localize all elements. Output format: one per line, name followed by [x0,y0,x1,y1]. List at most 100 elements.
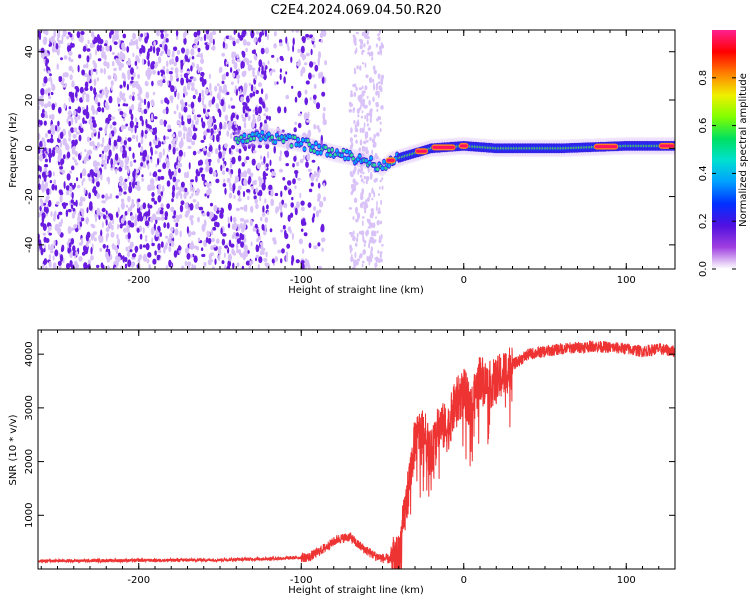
noise-speck [184,102,188,106]
noise-speck [120,160,124,169]
noise-speck [301,248,305,254]
noise-speck [117,96,120,105]
noise-speck [92,233,95,239]
noise-speck [119,111,124,115]
noise-speck [66,45,72,53]
noise-speck [149,141,152,147]
noise-speck [211,46,216,51]
noise-speck [47,129,52,134]
noise-speck [317,242,321,247]
track-core [342,148,345,153]
noise-speck [127,74,131,80]
snr-background [38,330,675,569]
noise-speck [379,235,381,241]
noise-speck [261,250,265,255]
noise-speck [320,71,324,79]
noise-speck [40,47,45,55]
noise-speck [38,132,41,141]
noise-speck [203,78,207,85]
noise-speck [229,173,232,178]
noise-speck [161,40,165,48]
noise-speck [160,216,165,221]
noise-speck [379,128,382,133]
noise-speck [359,164,363,168]
noise-speck [87,39,90,45]
noise-speck [199,53,203,58]
noise-speck [256,238,259,243]
noise-speck [42,149,45,154]
noise-speck [206,36,211,40]
noise-speck [245,204,248,213]
noise-speck [366,112,370,116]
noise-speck [40,52,45,59]
noise-speck [68,56,72,62]
noise-speck [250,185,254,190]
noise-speck [322,112,326,121]
noise-speck [365,230,368,236]
noise-speck [116,223,120,230]
noise-speck [124,211,128,216]
noise-speck [264,93,268,101]
noise-speck [48,77,51,82]
noise-speck [149,171,152,177]
noise-speck [275,206,280,213]
noise-speck [259,196,262,202]
noise-speck [105,227,110,233]
noise-speck [269,70,273,76]
noise-speck [63,181,66,189]
noise-speck [105,122,108,130]
noise-speck [361,49,365,53]
noise-speck [359,65,362,71]
noise-speck [191,82,195,88]
noise-speck [255,244,259,253]
noise-speck [76,177,79,182]
noise-speck [130,38,134,44]
noise-speck [259,242,264,246]
noise-speck [371,212,374,219]
noise-speck [203,33,207,42]
noise-speck [348,101,352,106]
noise-speck [186,252,191,260]
noise-speck [353,91,357,97]
noise-speck [203,130,208,137]
noise-speck [46,53,49,57]
noise-speck [73,127,78,133]
noise-speck [51,183,55,191]
noise-speck [284,233,289,240]
noise-speck [362,235,365,241]
noise-speck [243,144,247,152]
noise-speck [361,110,364,114]
noise-speck [193,127,198,132]
noise-speck [181,47,185,54]
noise-speck [93,186,97,191]
noise-speck [40,247,44,256]
noise-speck [212,226,217,231]
noise-speck [62,138,67,146]
noise-speck [100,143,104,148]
noise-speck [362,171,365,175]
noise-speck [257,115,261,120]
noise-speck [43,103,49,109]
noise-speck [378,193,380,197]
noise-speck [204,193,207,197]
noise-speck [109,124,113,129]
noise-speck [68,65,73,72]
noise-speck [105,91,109,99]
noise-speck [281,248,285,254]
noise-speck [141,58,145,66]
noise-speck [161,185,165,193]
noise-speck [113,74,118,82]
noise-speck [183,58,186,65]
noise-speck [374,262,378,268]
noise-speck [307,264,311,269]
noise-speck [92,128,97,134]
noise-speck [358,168,360,172]
noise-speck [158,183,162,190]
noise-speck [235,232,240,238]
noise-speck [126,224,130,232]
noise-speck [283,76,286,84]
noise-speck [133,176,136,183]
noise-speck [306,153,311,161]
noise-speck [158,151,163,159]
noise-speck [63,103,67,110]
